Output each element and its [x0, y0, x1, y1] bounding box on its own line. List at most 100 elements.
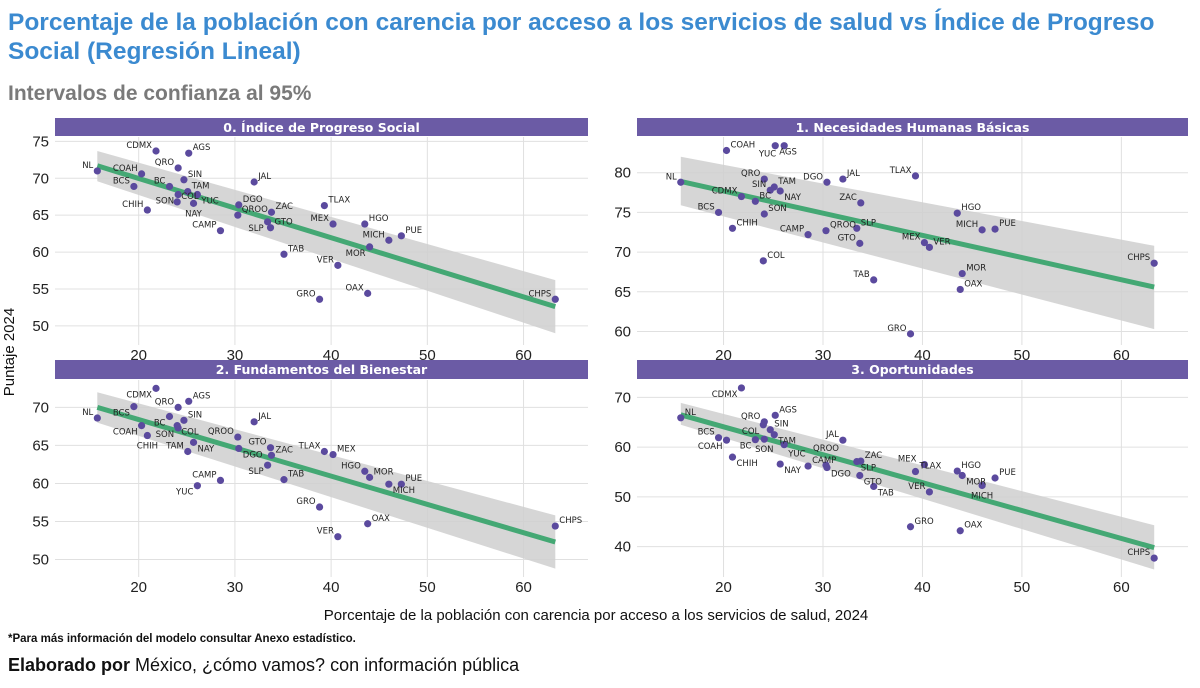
x-tick-label: 40: [323, 347, 340, 364]
data-point-son: [174, 424, 182, 432]
point-label-bcs: BCS: [113, 176, 130, 186]
data-point-cdmx: [152, 384, 160, 392]
data-point-mich: [385, 236, 393, 244]
point-label-tam: TAM: [777, 177, 796, 187]
point-label-son: SON: [156, 430, 174, 440]
point-label-gto: GTO: [275, 218, 293, 228]
data-point-mex: [920, 460, 929, 469]
point-label-qro: QRO: [741, 169, 761, 179]
x-tick-label: 20: [715, 579, 732, 596]
data-point-nl: [93, 414, 101, 422]
point-label-cdmx: CDMX: [126, 141, 152, 151]
data-point-tab: [280, 476, 288, 484]
data-point-qroo: [822, 227, 830, 235]
point-label-chih: CHIH: [737, 459, 758, 469]
confidence-band: [97, 392, 556, 569]
point-label-coah: COAH: [731, 141, 756, 151]
point-label-coah: COAH: [113, 164, 138, 174]
data-point-ver: [334, 533, 342, 541]
point-label-ags: AGS: [779, 405, 797, 415]
y-tick-label: 60: [614, 439, 631, 456]
data-point-gro: [906, 523, 915, 531]
point-label-ver: VER: [933, 237, 950, 247]
data-point-dgo: [235, 201, 243, 209]
point-label-tlax: TLAX: [889, 166, 912, 176]
data-point-gro: [906, 330, 915, 338]
confidence-band: [97, 151, 556, 334]
point-label-son: SON: [156, 197, 174, 207]
x-tick-label: 20: [715, 347, 732, 364]
data-point-sin: [766, 426, 774, 434]
point-label-nay: NAY: [185, 209, 203, 219]
data-point-zac: [857, 199, 865, 207]
y-tick-label: 80: [614, 165, 631, 182]
point-label-zac: ZAC: [276, 202, 293, 212]
x-tick-label: 40: [914, 579, 931, 596]
facet-title: 1. Necesidades Humanas Básicas: [796, 120, 1030, 135]
data-point-qroo: [234, 433, 242, 441]
data-point-qroo: [822, 461, 830, 469]
data-point-coah: [722, 436, 731, 444]
point-label-gro: GRO: [296, 289, 315, 299]
data-point-pue: [991, 225, 999, 233]
point-label-jal: JAL: [846, 169, 860, 179]
point-label-coah: COAH: [698, 442, 723, 452]
point-label-jal: JAL: [825, 430, 839, 440]
point-label-slp: SLP: [248, 467, 263, 477]
point-label-hgo: HGO: [961, 461, 981, 471]
data-point-camp: [804, 231, 812, 239]
y-tick-label: 60: [614, 324, 631, 341]
data-point-qro: [174, 164, 182, 172]
point-label-mor: MOR: [374, 467, 394, 477]
x-tick-label: 40: [914, 347, 931, 364]
point-label-nl: NL: [685, 408, 696, 418]
point-label-son: SON: [755, 445, 773, 455]
point-label-sin: SIN: [752, 180, 766, 190]
data-point-chps: [551, 295, 559, 303]
point-label-ver: VER: [317, 255, 334, 265]
point-label-bc: BC: [759, 191, 771, 201]
data-point-bc: [165, 182, 174, 191]
point-label-col: COL: [181, 428, 199, 438]
point-label-ags: AGS: [779, 148, 797, 158]
point-label-chih: CHIH: [737, 218, 758, 228]
data-point-col: [759, 421, 767, 429]
facet-title: 3. Oportunidades: [851, 362, 973, 377]
point-label-mor: MOR: [966, 478, 986, 488]
data-point-mex: [329, 450, 337, 459]
confidence-band: [680, 156, 1155, 330]
footnote: *Para más información del modelo consult…: [8, 633, 356, 645]
point-label-chps: CHPS: [1127, 548, 1150, 558]
data-point-ver: [925, 488, 934, 496]
data-point-mor: [958, 471, 966, 480]
point-label-dgo: DGO: [243, 195, 263, 205]
data-point-nl: [93, 167, 101, 175]
data-point-tam: [184, 447, 192, 456]
data-point-mich: [978, 481, 986, 490]
point-label-hgo: HGO: [961, 203, 981, 213]
data-point-chps: [551, 522, 559, 530]
data-point-tlax: [911, 467, 920, 476]
y-tick-label: 70: [614, 389, 631, 406]
point-label-tam: TAM: [777, 437, 796, 447]
credit-text: México, ¿cómo vamos? con información púb…: [130, 655, 520, 675]
point-label-gto: GTO: [838, 233, 856, 243]
data-point-ags: [185, 397, 193, 405]
data-point-chih: [143, 431, 151, 440]
data-point-camp: [216, 227, 225, 235]
data-point-ags: [771, 142, 779, 150]
point-label-oax: OAX: [964, 279, 982, 289]
point-label-camp: CAMP: [812, 456, 836, 466]
data-point-nay: [189, 438, 198, 446]
y-tick-label: 50: [614, 489, 631, 506]
data-point-chps: [1150, 259, 1158, 267]
data-point-ver: [925, 243, 934, 251]
point-label-zac: ZAC: [839, 193, 856, 203]
facet-title: 0. Índice de Progreso Social: [223, 120, 419, 135]
point-label-slp: SLP: [861, 218, 876, 228]
data-point-col: [759, 257, 767, 265]
point-label-sin: SIN: [188, 410, 202, 420]
point-label-mich: MICH: [956, 220, 978, 230]
x-tick-label: 50: [419, 347, 436, 364]
data-point-ags: [771, 411, 779, 419]
